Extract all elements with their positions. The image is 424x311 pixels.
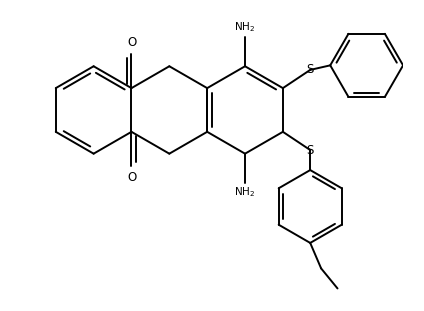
- Text: O: O: [128, 171, 137, 184]
- Text: S: S: [307, 63, 314, 77]
- Text: NH$_2$: NH$_2$: [234, 186, 256, 199]
- Text: O: O: [128, 35, 137, 49]
- Text: NH$_2$: NH$_2$: [234, 21, 256, 35]
- Text: S: S: [307, 144, 314, 156]
